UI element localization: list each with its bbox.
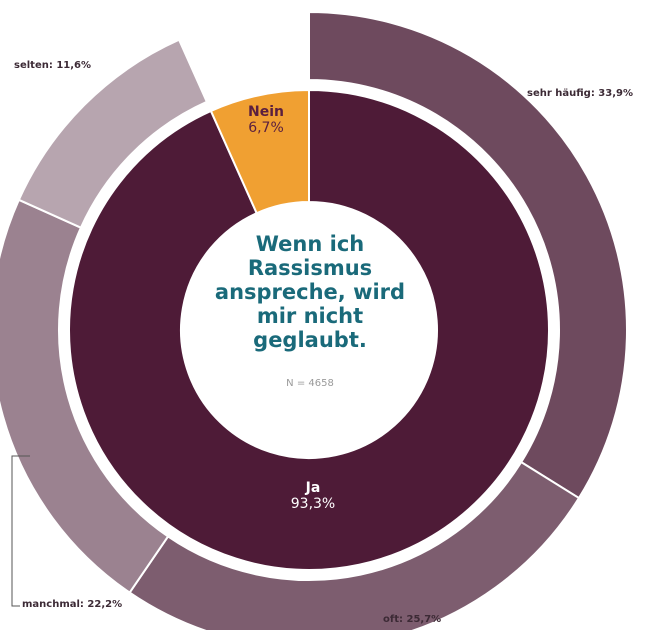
outer-label-oft: oft: 25,7% [383,614,442,625]
outer-label-selten: selten: 11,6% [14,60,92,71]
outer-label-sehr-haeufig: sehr häufig: 33,9% [527,88,633,99]
manchmal-leader-line [11,455,30,607]
outer-segment-sehr-haeufig [308,10,628,500]
outer-label-manchmal: manchmal: 22,2% [22,599,123,610]
inner-label-nein-value: 6,7% [248,120,284,136]
inner-ring [68,88,550,571]
inner-segment-ja [68,88,550,571]
inner-label-ja-name: Ja [305,480,321,496]
inner-label-nein: Nein 6,7% [226,104,306,136]
inner-label-ja-value: 93,3% [290,496,336,512]
inner-label-ja: Ja 93,3% [268,480,358,512]
outer-ring [0,10,628,630]
leader-lines [11,455,30,607]
inner-label-nein-name: Nein [248,104,284,120]
outer-segment-selten [17,38,209,229]
chart-title: Wenn ich Rassismus anspreche, wird mir n… [214,232,406,352]
inner-segment-nein [209,88,310,215]
sample-size-note: N = 4658 [286,378,334,389]
